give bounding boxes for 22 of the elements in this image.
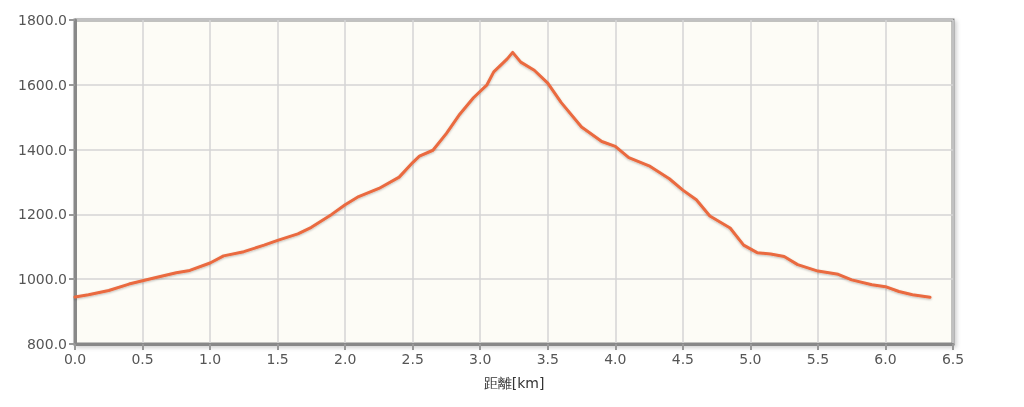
x-tick-label: 3.0 — [469, 351, 492, 367]
x-tick-label: 6.5 — [941, 351, 965, 367]
x-tick-label: 0.5 — [131, 351, 154, 367]
x-axis-title: 距離[km] — [483, 375, 545, 391]
x-tick-label: 4.5 — [671, 351, 694, 367]
x-tick-label: 3.5 — [536, 351, 559, 367]
y-tick-label: 1800.0 — [18, 12, 67, 28]
x-tick-label: 1.0 — [198, 351, 222, 367]
y-tick-label: 1200.0 — [18, 206, 67, 223]
x-tick-label: 5.0 — [739, 351, 762, 367]
x-tick-label: 6.0 — [874, 351, 897, 367]
x-tick-label: 0.0 — [63, 351, 87, 367]
y-tick-label: 800.0 — [26, 336, 67, 352]
x-tick-label: 2.0 — [334, 351, 357, 367]
x-tick-label: 2.5 — [401, 351, 424, 367]
x-tick-label: 4.0 — [604, 351, 627, 367]
y-tick-label: 1600.0 — [18, 76, 67, 93]
x-tick-label: 1.5 — [266, 351, 289, 367]
line-series — [73, 50, 932, 299]
y-tick-label: 1400.0 — [18, 141, 67, 158]
x-tick-label: 5.5 — [806, 351, 830, 367]
y-tick-label: 1000.0 — [18, 271, 67, 288]
